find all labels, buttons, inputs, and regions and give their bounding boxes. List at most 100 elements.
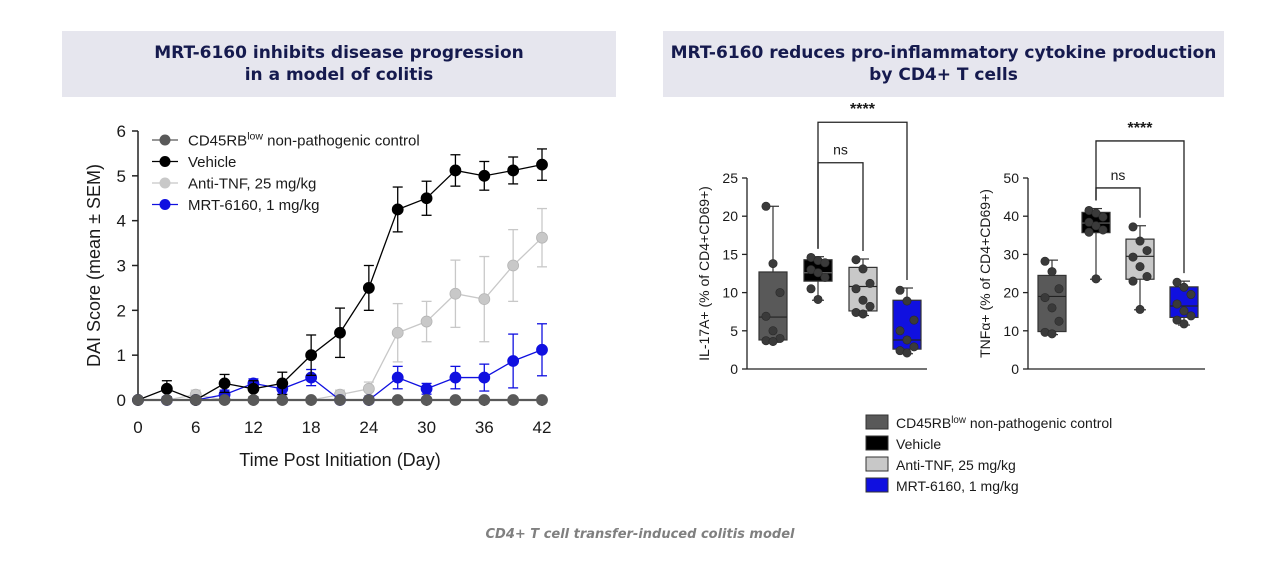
line-chart-y-tick-label: 2 xyxy=(117,301,126,320)
tnf-chart-box-point xyxy=(1040,256,1050,266)
il17-chart-box-point xyxy=(895,326,905,336)
il17-chart-y-tick-label: 20 xyxy=(722,208,738,224)
line-data-point xyxy=(305,394,318,406)
il17-chart-box-point xyxy=(820,272,830,282)
line-data-point xyxy=(536,231,548,244)
line-data-point xyxy=(362,382,375,395)
il17-chart-box-point xyxy=(768,326,778,336)
box-legend-label-2: Anti-TNF, 25 mg/kg xyxy=(896,457,1016,473)
line-data-point xyxy=(391,394,404,406)
il17-chart-box-point xyxy=(909,315,919,325)
tnf-chart-box-point xyxy=(1135,236,1145,246)
line-legend-label-1: Vehicle xyxy=(188,154,236,171)
il17-chart-box-point xyxy=(813,268,823,278)
left-title-line2: in a model of colitis xyxy=(244,65,434,85)
footnote: CD4+ T cell transfer-induced colitis mod… xyxy=(485,527,795,542)
tnf-chart-y-tick-label: 50 xyxy=(1003,170,1019,186)
tnf-chart-box-point xyxy=(1054,284,1064,294)
line-chart-y-label: DAI Score (mean ± SEM) xyxy=(84,164,104,367)
il17-chart-box-point xyxy=(895,285,905,295)
tnf-chart-box-point xyxy=(1128,276,1138,286)
line-data-point xyxy=(449,287,462,300)
il17-chart-box-3 xyxy=(892,285,922,358)
line-data-point xyxy=(536,343,548,356)
il17-chart-box-point xyxy=(851,284,861,294)
tnf-chart-box-2 xyxy=(1125,222,1155,314)
tnf-chart-box-point xyxy=(1179,306,1189,316)
tnf-chart-box-point xyxy=(1186,290,1196,300)
line-legend-marker xyxy=(159,134,171,146)
line-legend-marker xyxy=(159,177,171,189)
tnf-chart-box-point xyxy=(1091,221,1101,231)
line-data-point xyxy=(218,394,231,406)
tnf-chart-box-point xyxy=(1172,299,1182,309)
tnf-chart-y-tick-label: 40 xyxy=(1003,208,1019,224)
line-chart-x-tick-label: 30 xyxy=(417,418,436,437)
il17-chart-box-point xyxy=(761,311,771,321)
line-data-point xyxy=(334,326,346,339)
tnf-chart-box-point xyxy=(1179,319,1189,329)
line-chart-y-tick-label: 6 xyxy=(117,122,126,141)
il17-chart-y-tick-label: 0 xyxy=(730,361,738,377)
tnf-chart-box-point xyxy=(1098,225,1108,235)
il17-chart-box-point xyxy=(909,342,919,352)
il17-chart-box-point xyxy=(902,296,912,306)
il17-chart-sig-bracket xyxy=(817,162,864,251)
tnf-chart-y-label: TNFα+ (% of CD4+CD69+) xyxy=(977,189,993,358)
line-chart-x-tick-label: 12 xyxy=(244,418,263,437)
box-legend-swatch xyxy=(865,435,889,451)
tnf-chart-box-point xyxy=(1142,246,1152,256)
tnf-chart-box-point xyxy=(1098,212,1108,222)
tnf-chart-box-point xyxy=(1040,293,1050,303)
tnf-chart-box-point xyxy=(1142,272,1152,282)
line-data-point xyxy=(362,282,375,294)
line-data-point xyxy=(420,394,433,406)
line-legend-marker xyxy=(159,156,171,167)
line-data-point xyxy=(478,293,491,306)
il17-chart-box-point xyxy=(820,258,830,268)
line-data-point xyxy=(507,355,520,367)
tnf-chart-box-point xyxy=(1054,316,1064,326)
il17-chart-y-tick-label: 15 xyxy=(722,246,738,262)
il17-chart-y-tick-label: 25 xyxy=(722,170,738,186)
il17-chart-box-point xyxy=(865,278,875,288)
tnf-chart-box-point xyxy=(1047,267,1057,277)
line-data-point xyxy=(247,382,260,395)
line-data-point xyxy=(132,394,144,406)
line-data-point xyxy=(507,394,520,406)
line-data-point xyxy=(391,371,404,384)
line-legend-label-2: Anti-TNF, 25 mg/kg xyxy=(188,176,316,193)
line-data-point xyxy=(189,394,202,406)
il17-chart-y-tick-label: 10 xyxy=(722,285,738,301)
tnf-chart-box-point xyxy=(1179,282,1189,292)
il17-chart-box-point xyxy=(775,288,785,298)
tnf-chart-box-point xyxy=(1047,303,1057,313)
line-legend-label-3: MRT-6160, 1 mg/kg xyxy=(188,197,319,214)
tnf-chart-box-3 xyxy=(1169,277,1199,329)
line-chart-y-tick-label: 3 xyxy=(117,257,126,276)
il17-chart-y-tick-label: 5 xyxy=(730,323,738,339)
line-chart-x-tick-label: 18 xyxy=(302,418,321,437)
line-data-point xyxy=(507,164,520,177)
line-data-point xyxy=(391,203,404,216)
il17-chart-box-1 xyxy=(803,252,833,304)
tnf-chart-box-point xyxy=(1084,227,1094,237)
line-series-0 xyxy=(132,394,548,406)
il17-chart-box-point xyxy=(806,284,816,294)
tnf-chart-box-point xyxy=(1091,208,1101,218)
tnf-chart-box-point xyxy=(1172,315,1182,325)
left-title-line1: MRT-6160 inhibits disease progression xyxy=(154,43,524,63)
il17-chart-box-point xyxy=(768,336,778,346)
tnf-chart-y-tick-label: 20 xyxy=(1003,285,1019,301)
il17-chart-y-label: IL-17A+ (% of CD4+CD69+) xyxy=(696,186,712,361)
tnf-chart-box-1 xyxy=(1081,205,1111,284)
line-chart-x-tick-label: 42 xyxy=(533,418,552,437)
line-chart-x-tick-label: 24 xyxy=(359,418,378,437)
line-data-point xyxy=(478,371,491,384)
tnf-chart-sig-bracket xyxy=(1095,187,1141,218)
il17-chart-box-point xyxy=(858,309,868,319)
line-data-point xyxy=(478,169,491,182)
line-data-point xyxy=(276,394,289,406)
tnf-chart-y-tick-label: 30 xyxy=(1003,246,1019,262)
